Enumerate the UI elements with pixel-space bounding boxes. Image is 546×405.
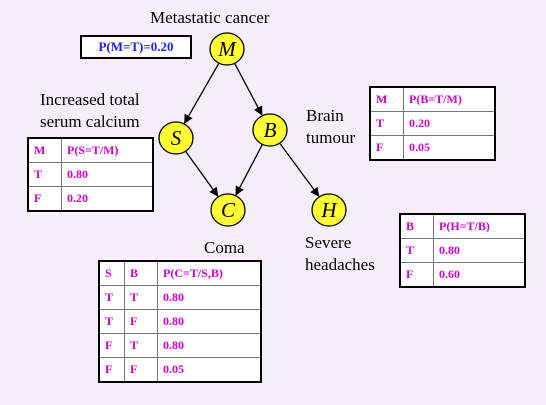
cpt-b-cell: F — [369, 135, 404, 161]
table-row: T F 0.80 — [98, 309, 262, 334]
table-row: F T 0.80 — [98, 333, 262, 358]
cpt-c-cell: 0.05 — [157, 357, 262, 383]
cpt-c-cell: F — [98, 357, 125, 383]
cpt-c-cell: F — [124, 357, 158, 383]
cpt-s-cell: 0.20 — [61, 186, 154, 212]
cpt-table-h: B P(H=T/B) T 0.80 F 0.60 — [399, 213, 526, 288]
cpt-c-cell: F — [98, 333, 125, 358]
node-c: C — [210, 193, 246, 227]
cpt-b-cell: 0.20 — [403, 111, 496, 136]
table-row: F 0.60 — [399, 262, 526, 288]
cpt-s-header-p: P(S=T/M) — [61, 137, 154, 163]
cpt-b-cell: 0.05 — [403, 135, 496, 161]
node-c-circle — [210, 193, 246, 227]
table-row: T 0.20 — [369, 111, 496, 136]
table-row: F 0.05 — [369, 135, 496, 161]
label-metastatic-cancer: Metastatic cancer — [150, 8, 270, 27]
cpt-s-cell: F — [27, 186, 62, 212]
cpt-s-header-m: M — [27, 137, 62, 163]
cpt-c-cell: T — [124, 285, 158, 310]
node-m-circle — [209, 32, 245, 66]
label-serum-calcium-line1: Increased total — [40, 90, 140, 109]
table-row: T 0.80 — [27, 162, 154, 187]
node-h: H — [311, 193, 347, 227]
cpt-c-cell: T — [98, 285, 125, 310]
node-m: M — [209, 32, 245, 66]
cpt-table-s: M P(S=T/M) T 0.80 F 0.20 — [27, 137, 154, 212]
edge-b-to-c — [235, 144, 264, 196]
node-c-letter: C — [221, 198, 236, 222]
edge-m-to-b — [234, 63, 263, 116]
label-severe-headaches-line1: Severe — [305, 233, 352, 252]
cpt-c-cell: F — [124, 309, 158, 334]
cpt-h-cell: 0.60 — [433, 262, 526, 288]
cpt-b-cell: T — [369, 111, 404, 136]
prior-m-box: P(M=T)=0.20 — [80, 35, 192, 59]
node-s: S — [158, 121, 194, 155]
label-serum-calcium-line2: serum calcium — [40, 112, 140, 131]
cpt-table-c: S B P(C=T/S,B) T T 0.80 T F 0.80 F T 0.8… — [98, 260, 262, 383]
cpt-c-cell: T — [98, 309, 125, 334]
cpt-s-cell: T — [27, 162, 62, 187]
cpt-table-b: M P(B=T/M) T 0.20 F 0.05 — [369, 86, 496, 161]
cpt-h-cell: F — [399, 262, 434, 288]
table-row: F F 0.05 — [98, 357, 262, 383]
edge-b-to-h — [279, 142, 320, 197]
node-b-letter: B — [264, 118, 277, 142]
cpt-h-cell: 0.80 — [433, 238, 526, 263]
label-brain-tumour-line1: Brain — [306, 106, 344, 125]
edge-s-to-c — [185, 150, 219, 197]
node-b: B — [252, 113, 288, 147]
node-s-letter: S — [171, 126, 182, 150]
cpt-b-header-p: P(B=T/M) — [403, 86, 496, 112]
node-h-letter: H — [320, 198, 338, 222]
table-row: T T 0.80 — [98, 285, 262, 310]
cpt-c-header-b: B — [124, 260, 158, 286]
cpt-h-header-b: B — [399, 213, 434, 239]
cpt-c-cell: 0.80 — [157, 333, 262, 358]
cpt-c-header-s: S — [98, 260, 125, 286]
cpt-c-cell: 0.80 — [157, 285, 262, 310]
cpt-c-cell: T — [124, 333, 158, 358]
cpt-h-header-p: P(H=T/B) — [433, 213, 526, 239]
cpt-c-cell: 0.80 — [157, 309, 262, 334]
cpt-h-cell: T — [399, 238, 434, 263]
edge-m-to-s — [184, 62, 220, 124]
label-brain-tumour-line2: tumour — [306, 128, 356, 147]
table-row: F 0.20 — [27, 186, 154, 212]
node-b-circle — [252, 113, 288, 147]
cpt-c-header-p: P(C=T/S,B) — [157, 260, 262, 286]
node-h-circle — [311, 193, 347, 227]
label-coma: Coma — [204, 238, 245, 257]
node-m-letter: M — [217, 37, 237, 61]
table-row: T 0.80 — [399, 238, 526, 263]
node-s-circle — [158, 121, 194, 155]
label-severe-headaches-line2: headaches — [305, 255, 375, 274]
cpt-b-header-m: M — [369, 86, 404, 112]
cpt-s-cell: 0.80 — [61, 162, 154, 187]
